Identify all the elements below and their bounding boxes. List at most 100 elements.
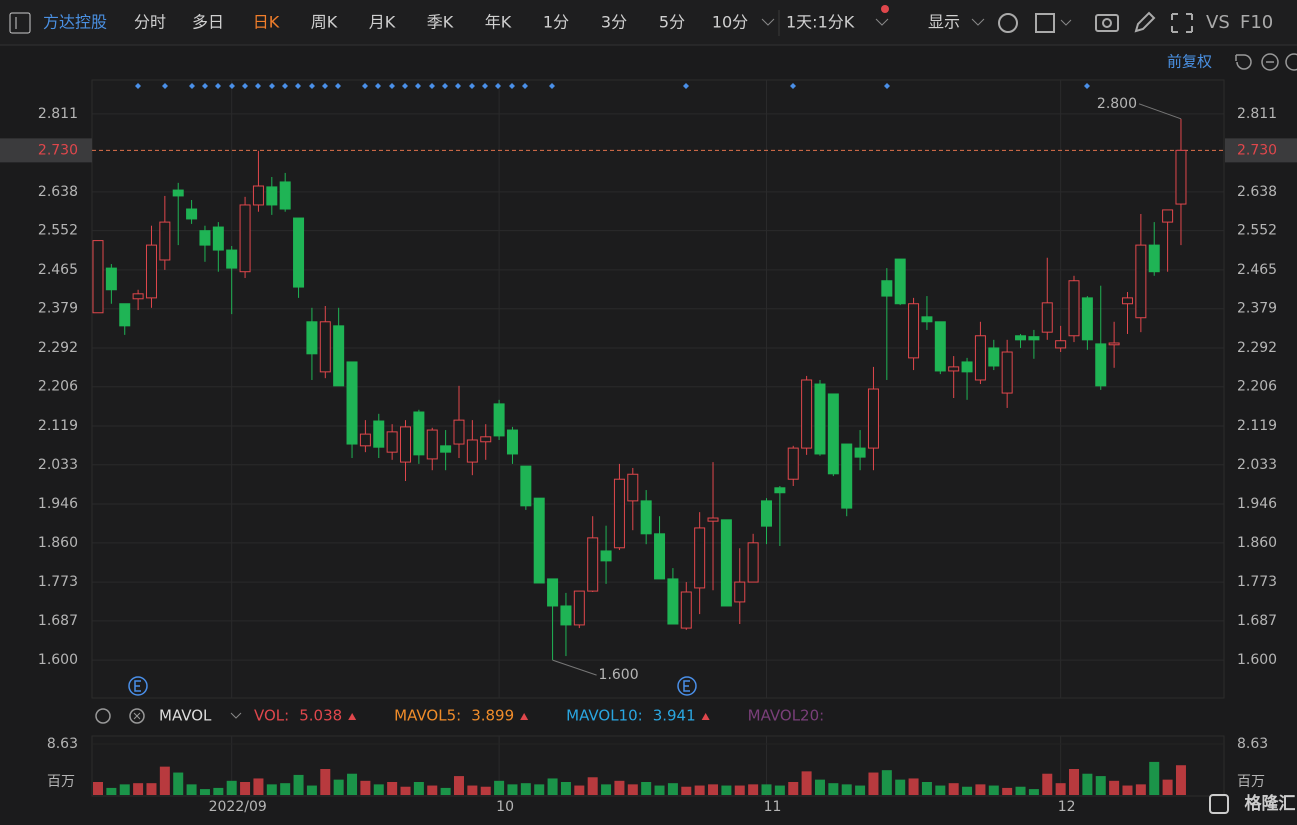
- candle-body: [881, 280, 893, 297]
- settings-icon[interactable]: [998, 13, 1018, 33]
- candle-body: [1028, 336, 1040, 341]
- pen-icon[interactable]: [1134, 11, 1156, 33]
- event-marker[interactable]: [242, 83, 248, 89]
- candle-body: [921, 316, 933, 323]
- indicator-dropdown[interactable]: [230, 712, 242, 719]
- stock-name[interactable]: 方达控股: [43, 13, 107, 32]
- event-marker[interactable]: [442, 83, 448, 89]
- event-marker[interactable]: [522, 83, 528, 89]
- event-marker[interactable]: [295, 83, 301, 89]
- current-price-box-right: [1225, 138, 1297, 163]
- event-marker[interactable]: [135, 83, 141, 89]
- event-marker[interactable]: [215, 83, 221, 89]
- event-marker[interactable]: [375, 83, 381, 89]
- event-marker[interactable]: [322, 83, 328, 89]
- event-marker[interactable]: [549, 83, 555, 89]
- period-tab[interactable]: 3分: [601, 13, 627, 32]
- volume-bar: [440, 787, 451, 795]
- indicator-close-icon[interactable]: [129, 708, 145, 724]
- volume-bar: [748, 784, 759, 795]
- volume-bar: [280, 783, 291, 795]
- f10-button[interactable]: F10: [1240, 12, 1273, 33]
- event-marker[interactable]: [282, 83, 288, 89]
- volume-bar: [240, 781, 251, 795]
- period-tab[interactable]: 5分: [659, 13, 685, 32]
- event-marker[interactable]: [1084, 83, 1090, 89]
- event-marker[interactable]: [335, 83, 341, 89]
- notice-dot: [881, 5, 889, 13]
- candle-body: [948, 366, 960, 372]
- event-marker[interactable]: [162, 83, 168, 89]
- y-tick-label-left: 2.465: [38, 262, 78, 278]
- period-tab[interactable]: 1分: [543, 13, 569, 32]
- event-marker[interactable]: [255, 83, 261, 89]
- period-tab[interactable]: 季K: [427, 13, 454, 32]
- volume-bar: [1055, 783, 1066, 795]
- event-marker[interactable]: [509, 83, 515, 89]
- earnings-marker-e: [134, 680, 141, 692]
- event-marker[interactable]: [415, 83, 421, 89]
- volume-bar: [1122, 785, 1133, 795]
- event-marker[interactable]: [269, 83, 275, 89]
- zoom-out-icon[interactable]: [1261, 53, 1279, 71]
- earnings-marker[interactable]: [128, 676, 148, 696]
- period-tab[interactable]: 年K: [485, 13, 512, 32]
- candle-body: [1175, 149, 1187, 205]
- event-marker[interactable]: [309, 83, 315, 89]
- period-tab[interactable]: 分时: [134, 13, 166, 32]
- volume-bar: [734, 785, 745, 795]
- event-marker[interactable]: [469, 83, 475, 89]
- volume-bar: [921, 781, 932, 795]
- event-marker[interactable]: [455, 83, 461, 89]
- y-tick-label-left: 2.206: [38, 379, 78, 395]
- period-tab[interactable]: 周K: [311, 13, 338, 32]
- period-tab[interactable]: 月K: [369, 13, 396, 32]
- period-tab[interactable]: 多日: [192, 13, 224, 32]
- event-marker[interactable]: [884, 83, 890, 89]
- volume-bar: [1015, 786, 1026, 795]
- event-marker[interactable]: [362, 83, 368, 89]
- adjust-mode[interactable]: 前复权: [1167, 53, 1212, 71]
- event-marker[interactable]: [202, 83, 208, 89]
- volume-bar: [895, 779, 906, 795]
- draw-box-icon[interactable]: [1035, 13, 1055, 33]
- y-tick-label-left: 2.119: [38, 418, 78, 434]
- indicator-settings-icon[interactable]: [95, 708, 111, 724]
- vs-button[interactable]: VS: [1206, 12, 1230, 33]
- candle-body: [293, 217, 305, 288]
- event-marker[interactable]: [683, 83, 689, 89]
- volume-bar: [507, 784, 518, 795]
- candle-body: [212, 226, 224, 251]
- period-dropdown[interactable]: [875, 18, 889, 26]
- event-marker[interactable]: [429, 83, 435, 89]
- earnings-marker-e: [683, 680, 690, 692]
- event-marker[interactable]: [402, 83, 408, 89]
- volume-bar: [106, 787, 117, 795]
- candle-body: [573, 590, 585, 626]
- camera-icon[interactable]: [1095, 14, 1119, 32]
- watermark: 格隆汇: [1245, 793, 1296, 814]
- volume-bar: [387, 781, 398, 795]
- display-dropdown[interactable]: [971, 18, 985, 26]
- period-tab[interactable]: 10分: [712, 13, 748, 32]
- volume-bar: [413, 781, 424, 795]
- event-marker[interactable]: [790, 83, 796, 89]
- period-select[interactable]: 1天:1分K: [786, 13, 855, 32]
- display-menu[interactable]: 显示: [928, 13, 960, 32]
- current-price-right: 2.730: [1237, 142, 1277, 158]
- event-marker[interactable]: [495, 83, 501, 89]
- menu-icon[interactable]: [9, 12, 31, 34]
- more-tabs-icon[interactable]: [761, 18, 775, 26]
- reset-icon[interactable]: [1235, 54, 1252, 70]
- event-marker[interactable]: [229, 83, 235, 89]
- event-marker[interactable]: [189, 83, 195, 89]
- indicator-name[interactable]: MAVOL: [159, 707, 212, 725]
- y-tick-label-right: 2.206: [1237, 379, 1277, 395]
- event-marker[interactable]: [482, 83, 488, 89]
- period-tab[interactable]: 日K: [253, 13, 280, 32]
- earnings-marker[interactable]: [677, 676, 697, 696]
- fullscreen-icon[interactable]: [1171, 13, 1193, 33]
- event-marker[interactable]: [389, 83, 395, 89]
- zoom-in-icon[interactable]: [1285, 53, 1297, 71]
- candle-body: [1081, 297, 1093, 341]
